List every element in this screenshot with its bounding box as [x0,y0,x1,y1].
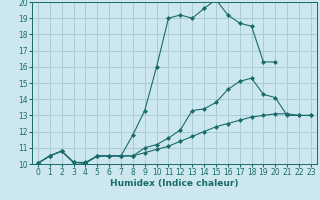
X-axis label: Humidex (Indice chaleur): Humidex (Indice chaleur) [110,179,239,188]
